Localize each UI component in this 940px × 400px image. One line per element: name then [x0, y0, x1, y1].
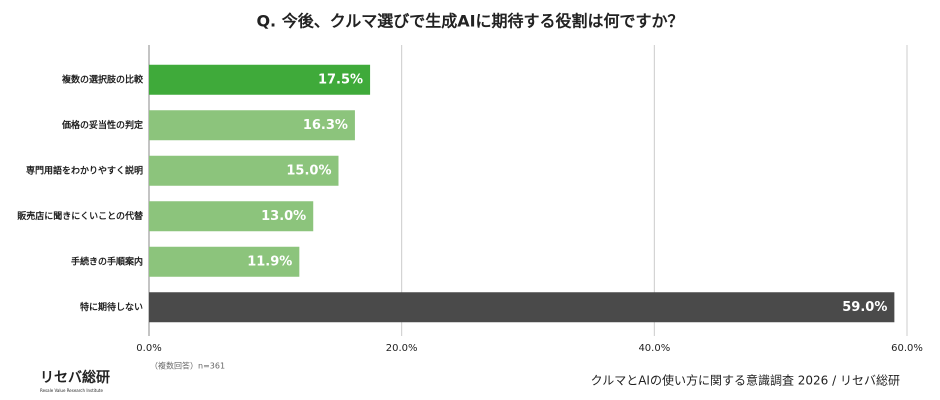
note: （複数回答）n=361	[150, 361, 225, 371]
chart-title: Q. 今後、クルマ選びで生成AIに期待する役割は何ですか？	[256, 12, 683, 31]
source: クルマとAIの使い方に関する意識調査 2026 / リセバ総研	[591, 373, 900, 388]
bar	[149, 110, 355, 141]
logo-sub: Resale Value Research Institute	[40, 388, 103, 393]
bar	[149, 201, 314, 232]
x-tick-label: 0.0%	[136, 343, 161, 354]
x-tick-label: 60.0%	[891, 343, 923, 354]
value-label: 11.9%	[247, 254, 292, 269]
y-tick-label: 手続きの手順案内	[71, 255, 143, 267]
y-tick-label: 特に期待しない	[80, 301, 143, 313]
value-label: 15.0%	[286, 163, 331, 178]
x-tick-label: 20.0%	[386, 343, 418, 354]
bar	[149, 64, 371, 95]
y-tick-label: 複数の選択肢の比較	[61, 73, 144, 85]
x-tick-label: 40.0%	[638, 343, 670, 354]
bar	[149, 292, 895, 323]
bar	[149, 155, 339, 186]
value-label: 16.3%	[303, 118, 348, 133]
value-label: 13.0%	[261, 209, 306, 224]
y-tick-label: 専門用語をわかりやすく説明	[26, 164, 143, 176]
value-label: 59.0%	[842, 300, 887, 315]
y-tick-label: 価格の妥当性の判定	[61, 119, 144, 131]
logo: リセバ総研	[40, 369, 110, 386]
bar	[149, 246, 300, 277]
y-tick-label: 販売店に聞きにくいことの代替	[17, 210, 144, 222]
value-label: 17.5%	[318, 72, 363, 87]
